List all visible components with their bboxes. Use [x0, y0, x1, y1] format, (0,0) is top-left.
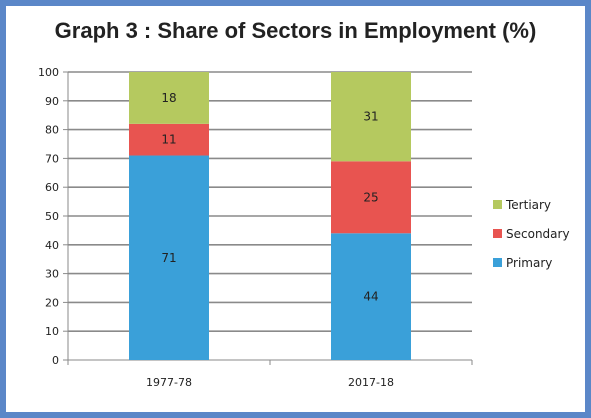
- data-label: 25: [363, 190, 378, 204]
- bars: 71 11 18 44 25 31: [129, 72, 411, 360]
- data-label: 44: [363, 290, 378, 304]
- x-tick-label: 2017-18: [348, 376, 394, 389]
- x-axis-ticks: 1977-78 2017-18: [67, 360, 473, 389]
- bar-segment-secondary: [129, 123, 209, 156]
- bar-segment-primary: [129, 155, 209, 360]
- legend-label: Secondary: [506, 227, 570, 241]
- y-axis-ticks: 0 10 20 30 40 50 60 70 80 90 100: [38, 66, 68, 367]
- legend-label: Tertiary: [505, 198, 551, 212]
- y-tick-label: 100: [38, 66, 59, 79]
- legend-swatch-primary: [493, 258, 502, 267]
- legend-swatch-secondary: [493, 229, 502, 238]
- data-label: 31: [363, 110, 378, 124]
- y-tick-label: 0: [52, 354, 59, 367]
- y-tick-label: 30: [45, 268, 59, 281]
- y-tick-label: 60: [45, 181, 59, 194]
- y-tick-label: 40: [45, 239, 59, 252]
- data-label: 18: [161, 91, 176, 105]
- bar-segment-primary: [331, 233, 411, 360]
- y-tick-label: 70: [45, 152, 59, 165]
- legend-label: Primary: [506, 256, 552, 270]
- y-tick-label: 90: [45, 95, 59, 108]
- y-tick-label: 80: [45, 124, 59, 137]
- x-tick-label: 1977-78: [146, 376, 192, 389]
- legend: Tertiary Secondary Primary: [493, 198, 570, 270]
- data-label: 71: [161, 251, 176, 265]
- bar-segment-tertiary: [129, 72, 209, 124]
- y-tick-label: 20: [45, 296, 59, 309]
- gridlines: [68, 71, 472, 333]
- y-tick-label: 50: [45, 210, 59, 223]
- bar-segment-tertiary: [331, 72, 411, 162]
- data-label: 11: [161, 133, 176, 147]
- chart-title: Graph 3 : Share of Sectors in Employment…: [54, 18, 537, 43]
- legend-swatch-tertiary: [493, 200, 502, 209]
- bar-segment-secondary: [331, 161, 411, 234]
- y-tick-label: 10: [45, 325, 59, 338]
